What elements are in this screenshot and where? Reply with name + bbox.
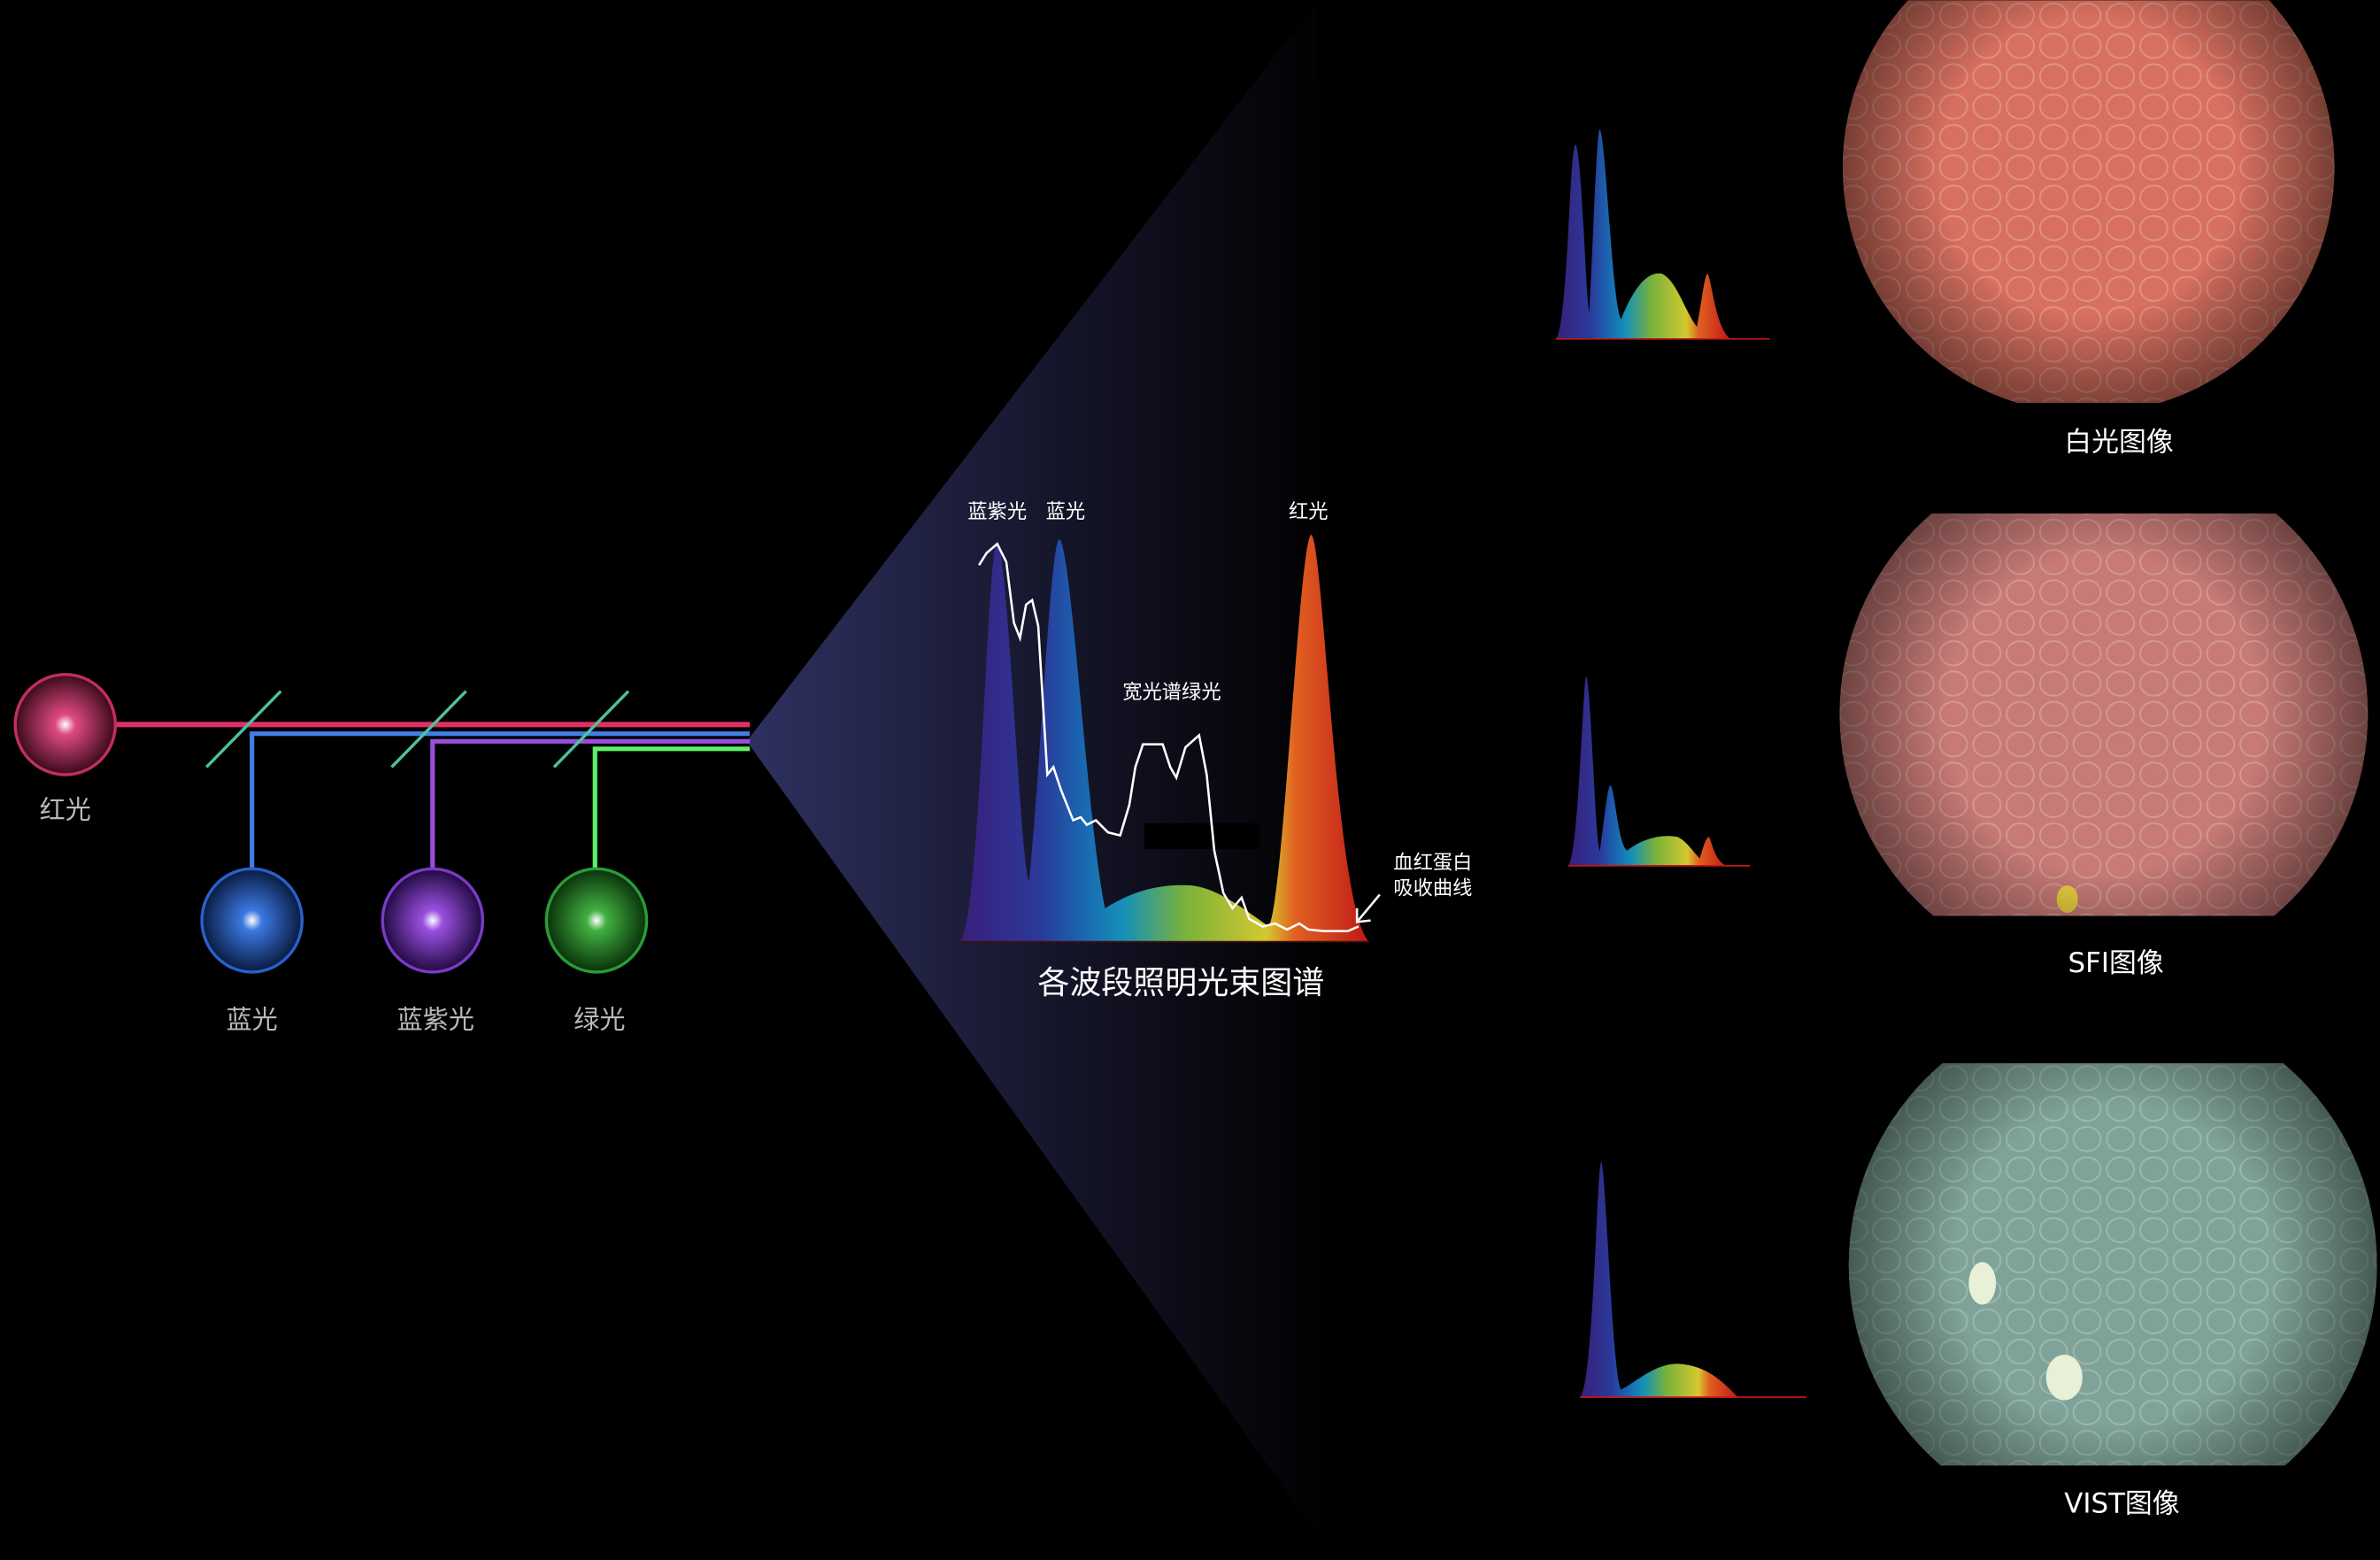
sfi-image: [1839, 514, 2368, 916]
spectrum-area: [959, 535, 1369, 942]
mode-label: 白光图像: [2064, 427, 2173, 459]
peak-label-green: 宽光谱绿光: [1122, 681, 1221, 704]
source-green: 绿光: [544, 867, 649, 1034]
peak-label-red: 红光: [1289, 500, 1329, 523]
absorption-label: 吸收曲线: [1393, 877, 1472, 900]
source-label: 蓝紫光: [397, 1004, 474, 1034]
spectrum-title: 各波段照明光束图谱: [1037, 965, 1324, 1001]
source-label: 蓝光: [227, 1004, 278, 1034]
mode-label: SFI图像: [2068, 947, 2164, 979]
hemoglobin-absorption-curve: [978, 542, 1359, 932]
illumination-spectrum: 蓝紫光 蓝光 红光 宽光谱绿光 血红蛋白 吸收曲线 各波段照明光束图谱: [959, 500, 1472, 1001]
dichroic-mirrors: [205, 690, 630, 768]
mini-spectrum-white-light: [1555, 129, 1731, 339]
mini-spectrum-vist: [1580, 1162, 1738, 1398]
source-label: 红光: [40, 795, 91, 825]
beam-paths: [65, 722, 751, 912]
peak-label-violet: 蓝紫光: [967, 500, 1027, 523]
source-violet: 蓝紫光: [381, 867, 485, 1034]
absorption-label: 血红蛋白: [1393, 851, 1472, 874]
source-blue: 蓝光: [200, 867, 304, 1034]
peak-label-blue: 蓝光: [1046, 500, 1086, 523]
arrow-icon: [1355, 907, 1371, 923]
mode-label: VIST图像: [2064, 1487, 2179, 1519]
source-label: 绿光: [574, 1004, 625, 1034]
mini-spectrum-sfi: [1567, 676, 1728, 866]
redaction-block: [1144, 822, 1260, 850]
white-light-image: [1843, 0, 2335, 403]
vist-image: [1848, 1062, 2377, 1466]
source-red: 红光: [13, 673, 118, 825]
